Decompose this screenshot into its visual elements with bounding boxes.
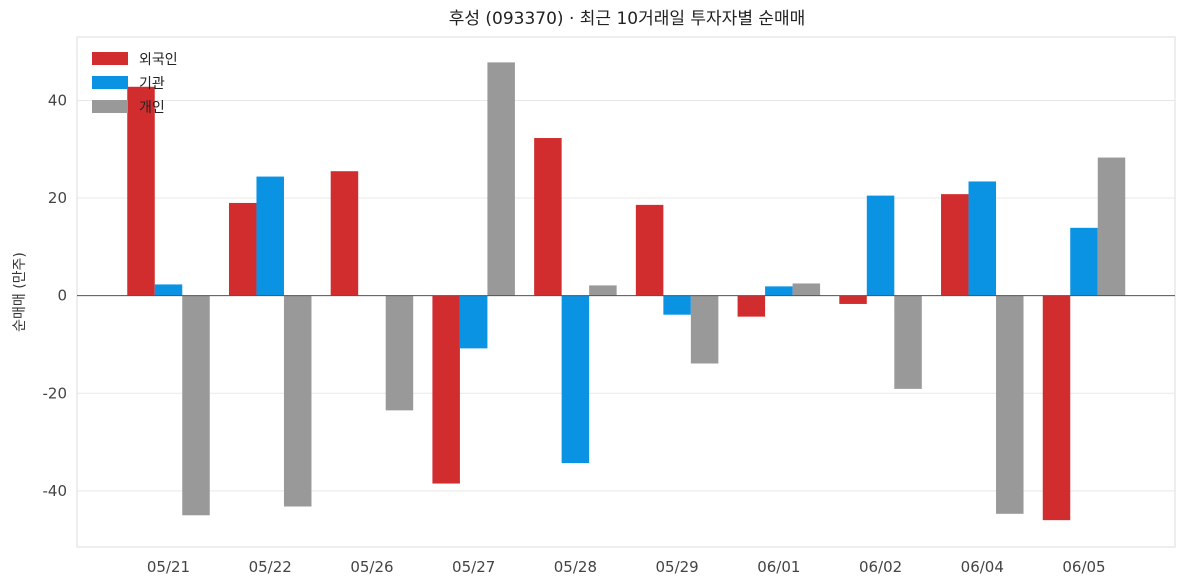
bar [256,176,284,296]
legend-swatch [92,76,128,89]
x-tick-label: 06/01 [757,558,800,576]
x-tick-label: 05/21 [147,558,190,576]
bar [487,62,515,296]
y-axis-label: 순매매 (만주) [12,252,28,332]
bar [690,295,719,364]
x-tick-label: 06/05 [1062,558,1105,576]
y-tick-label: -40 [43,482,68,500]
bar [432,295,460,484]
x-tick-label: 05/29 [655,558,698,576]
legend-swatch [92,100,128,113]
x-tick-label: 06/04 [961,558,1004,576]
bar [765,286,793,296]
legend-label: 개인 [139,100,165,116]
bar [894,295,922,389]
bar [283,295,312,507]
bar [182,295,210,516]
bar [663,295,691,315]
bar [459,295,488,349]
x-tick-label: 06/02 [859,558,902,576]
bar [996,295,1024,514]
bar [330,171,359,296]
bar [154,284,183,296]
x-tick-label: 05/26 [350,558,393,576]
bar [534,138,562,296]
bar [1070,227,1098,296]
bar [866,195,895,296]
bar [839,295,867,304]
x-tick-label: 05/28 [554,558,597,576]
bar [941,194,969,296]
bar [127,86,155,296]
legend-label: 외국인 [139,52,178,68]
y-tick-label: -20 [43,384,68,402]
bars [127,62,1126,521]
bar [792,283,821,296]
bar [1097,157,1126,296]
legend-swatch [92,52,128,65]
x-tick-label: 05/27 [452,558,495,576]
bar [561,295,590,464]
y-tick-label: 20 [48,189,67,207]
x-tick-labels: 05/21 05/22 05/26 05/27 05/28 05/29 06/01 06/02… [147,558,1106,576]
bar [737,295,766,317]
y-tick-label: 0 [57,287,67,305]
bar [968,181,997,296]
bar [385,295,414,411]
bar [1042,295,1071,521]
x-tick-label: 05/22 [249,558,292,576]
chart-title: 후성 (093370) · 최근 10거래일 투자자별 순매매 [449,9,806,29]
bar [228,202,257,296]
bar [589,285,617,296]
legend-label: 기관 [139,76,165,92]
bar [635,204,664,296]
y-tick-label: 40 [48,91,67,109]
y-tick-labels: -40 -20 0 20 40 [43,91,68,499]
